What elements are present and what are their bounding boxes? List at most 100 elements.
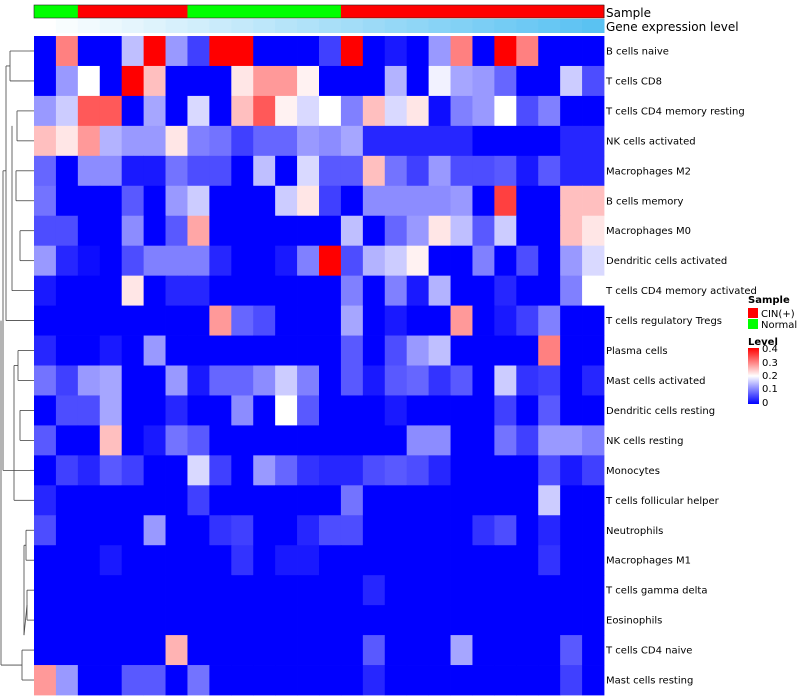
cell-eosinophils-1 <box>55 605 79 636</box>
cell-monocytes-4 <box>121 455 145 486</box>
cell-dendritic-cells-resting-6 <box>165 395 188 426</box>
cell-b-cells-memory-25 <box>582 185 605 217</box>
cell-mast-cells-resting-10 <box>253 665 276 696</box>
cell-dendritic-cells-resting-20 <box>472 395 495 426</box>
cell-mast-cells-resting-22 <box>516 665 539 696</box>
cell-b-cells-memory-10 <box>253 185 276 217</box>
cell-t-cells-follicular-helper-3 <box>99 485 123 516</box>
cell-b-cells-memory-13 <box>319 185 342 217</box>
cell-neutrophils-21 <box>494 515 517 546</box>
cell-nk-cells-activated-0 <box>34 125 57 157</box>
cell-macrophages-m1-11 <box>275 545 298 576</box>
legend-tick-0.2: 0.2 <box>762 371 778 382</box>
cell-plasma-cells-2 <box>77 335 101 366</box>
cell-t-cells-cd8-7 <box>187 65 210 97</box>
legend-sample-title: Sample <box>748 295 790 306</box>
cell-monocytes-5 <box>143 455 166 486</box>
cell-b-cells-memory-12 <box>297 185 320 217</box>
cell-t-cells-cd4-memory-activated-19 <box>450 275 473 306</box>
cell-dendritic-cells-activated-18 <box>428 245 451 277</box>
cell-t-cells-cd8-16 <box>384 65 408 97</box>
cell-eosinophils-19 <box>450 605 473 636</box>
cell-macrophages-m2-12 <box>297 155 320 187</box>
cell-nk-cells-resting-6 <box>165 425 188 456</box>
cell-nk-cells-activated-16 <box>384 125 408 157</box>
cell-t-cells-cd4-memory-resting-5 <box>143 95 166 127</box>
cell-t-cells-gamma-delta-11 <box>275 575 298 606</box>
cell-mast-cells-activated-24 <box>560 365 583 396</box>
cell-plasma-cells-18 <box>428 335 451 366</box>
cell-mast-cells-activated-22 <box>516 365 539 396</box>
cell-t-cells-cd4-memory-activated-3 <box>99 275 123 306</box>
cell-neutrophils-4 <box>121 515 145 546</box>
cell-t-cells-cd8-19 <box>450 65 473 97</box>
cell-t-cells-follicular-helper-14 <box>340 485 364 516</box>
cell-nk-cells-resting-5 <box>143 425 166 456</box>
cell-monocytes-1 <box>55 455 79 486</box>
cell-mast-cells-activated-3 <box>99 365 123 396</box>
cell-t-cells-regulatory-tregs-2 <box>77 305 101 336</box>
cell-t-cells-regulatory-tregs-4 <box>121 305 145 336</box>
cell-dendritic-cells-activated-4 <box>121 245 145 277</box>
cell-macrophages-m1-21 <box>494 545 517 576</box>
cell-t-cells-gamma-delta-15 <box>362 575 386 606</box>
cell-mast-cells-activated-14 <box>340 365 364 396</box>
sample-cell-18 <box>428 5 452 18</box>
sample-cell-22 <box>516 5 539 18</box>
legend-swatch-normal <box>748 319 758 329</box>
cell-nk-cells-activated-4 <box>121 125 145 157</box>
cell-macrophages-m0-7 <box>187 215 210 247</box>
cell-t-cells-cd4-memory-resting-17 <box>406 95 430 127</box>
cell-neutrophils-0 <box>34 515 57 546</box>
cell-t-cells-cd8-11 <box>275 65 298 97</box>
cell-neutrophils-6 <box>165 515 188 546</box>
cell-macrophages-m0-18 <box>428 215 451 247</box>
cell-plasma-cells-15 <box>362 335 386 366</box>
cell-b-cells-memory-16 <box>384 185 408 217</box>
expression-cell-16 <box>384 19 408 33</box>
cell-plasma-cells-11 <box>275 335 298 366</box>
cell-dendritic-cells-activated-15 <box>362 245 386 277</box>
cell-mast-cells-activated-5 <box>143 365 166 396</box>
row-dendrogram <box>0 50 34 681</box>
cell-t-cells-cd4-naive-9 <box>231 635 254 666</box>
cell-t-cells-follicular-helper-18 <box>428 485 451 516</box>
cell-b-cells-naive-3 <box>99 36 123 67</box>
sample-cell-17 <box>406 5 430 18</box>
row-label-macrophages-m1: Macrophages M1 <box>606 556 691 567</box>
cell-mast-cells-resting-8 <box>209 665 232 696</box>
cell-b-cells-naive-14 <box>340 36 364 67</box>
cell-b-cells-memory-15 <box>362 185 386 217</box>
cell-t-cells-cd8-25 <box>582 65 605 97</box>
cell-t-cells-cd4-memory-resting-7 <box>187 95 210 127</box>
cell-neutrophils-20 <box>472 515 495 546</box>
row-label-t-cells-follicular-helper: T cells follicular helper <box>605 496 720 507</box>
expression-cell-0 <box>34 19 57 33</box>
cell-plasma-cells-17 <box>406 335 430 366</box>
cell-plasma-cells-21 <box>494 335 517 366</box>
cell-t-cells-cd4-memory-activated-23 <box>538 275 561 306</box>
cell-eosinophils-12 <box>297 605 320 636</box>
cell-mast-cells-activated-23 <box>538 365 561 396</box>
cell-monocytes-3 <box>99 455 123 486</box>
cell-eosinophils-8 <box>209 605 232 636</box>
cell-t-cells-gamma-delta-18 <box>428 575 451 606</box>
cell-macrophages-m0-6 <box>165 215 188 247</box>
cell-b-cells-memory-3 <box>99 185 123 217</box>
cell-mast-cells-activated-9 <box>231 365 254 396</box>
cell-plasma-cells-10 <box>253 335 276 366</box>
cell-eosinophils-24 <box>560 605 583 636</box>
expression-cell-24 <box>560 19 583 33</box>
cell-b-cells-naive-21 <box>494 36 517 67</box>
cell-t-cells-regulatory-tregs-23 <box>538 305 561 336</box>
cell-macrophages-m2-9 <box>231 155 254 187</box>
cell-b-cells-memory-21 <box>494 185 517 217</box>
cell-plasma-cells-7 <box>187 335 210 366</box>
row-label-monocytes: Monocytes <box>606 466 660 477</box>
cell-dendritic-cells-activated-12 <box>297 245 320 277</box>
cell-macrophages-m1-2 <box>77 545 101 576</box>
expression-cell-25 <box>582 19 605 33</box>
cell-mast-cells-activated-19 <box>450 365 473 396</box>
cell-t-cells-regulatory-tregs-14 <box>340 305 364 336</box>
cell-nk-cells-resting-8 <box>209 425 232 456</box>
